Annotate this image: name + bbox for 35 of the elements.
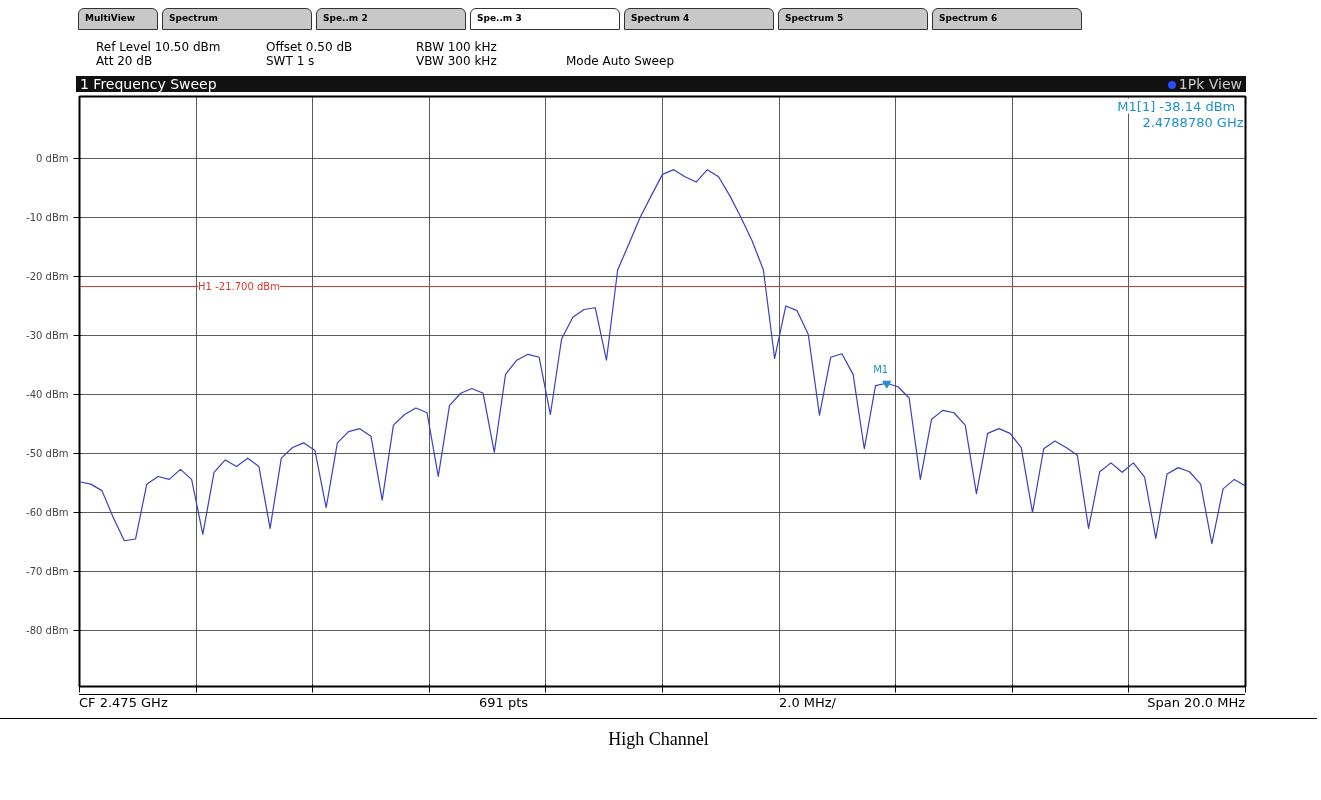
y-tick-label: -70 dBm (26, 565, 69, 577)
text: Spe..m 3 (470, 8, 620, 30)
annotation: M1 (873, 364, 889, 376)
text: SWT 1 s (266, 54, 316, 68)
text: 1Pk View (1177, 76, 1242, 92)
text: Ref Level 10.50 dBm (96, 40, 222, 54)
text: Span 20.0 MHz (1146, 695, 1245, 710)
text: Att 20 dB (96, 54, 154, 68)
y-tick-label: -40 dBm (26, 388, 69, 400)
text: CF 2.475 GHz (79, 695, 169, 710)
chart-title: 1 Frequency Sweep (80, 76, 217, 92)
line-series (79, 169, 1246, 545)
text: VBW 300 kHz (416, 54, 498, 68)
annotation: 2.4788780 GHz (1142, 114, 1244, 130)
y-tick-label: -50 dBm (26, 447, 69, 459)
text: RBW 100 kHz (416, 40, 498, 54)
text: Spe..m 2 (316, 8, 466, 30)
y-tick-label: 0 dBm (36, 152, 69, 164)
text: Spectrum (162, 8, 312, 30)
text: Offset 0.50 dB (266, 40, 354, 54)
y-tick-label: -30 dBm (26, 329, 69, 341)
text: Spectrum 6 (932, 8, 1082, 30)
ref-line-label: H1 -21.700 dBm (198, 281, 280, 293)
y-tick-label: -60 dBm (26, 506, 69, 518)
y-tick-label: -80 dBm (26, 624, 69, 636)
text: Spectrum 5 (778, 8, 928, 30)
text: Mode Auto Sweep (566, 54, 675, 68)
text: High Channel (0, 718, 1317, 750)
text: 691 pts (479, 695, 530, 710)
y-tick-label: -20 dBm (26, 270, 69, 282)
text: MultiView (78, 8, 158, 30)
y-tick-label: -10 dBm (26, 211, 69, 223)
text: 2.0 MHz/ (779, 695, 837, 710)
text: Spectrum 4 (624, 8, 774, 30)
annotation: M1[1] -38.14 dBm (1117, 98, 1236, 114)
